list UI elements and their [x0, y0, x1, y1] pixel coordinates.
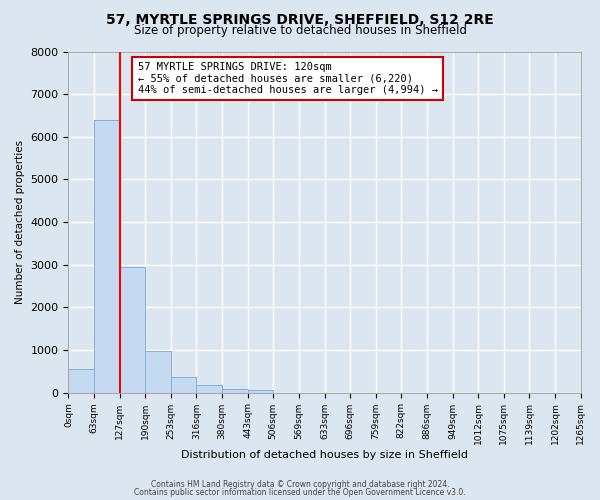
- Bar: [196, 386, 222, 392]
- X-axis label: Distribution of detached houses by size in Sheffield: Distribution of detached houses by size …: [181, 450, 468, 460]
- Y-axis label: Number of detached properties: Number of detached properties: [15, 140, 25, 304]
- Bar: [222, 389, 248, 392]
- Bar: [94, 120, 120, 392]
- Bar: [68, 368, 94, 392]
- Text: 57 MYRTLE SPRINGS DRIVE: 120sqm
← 55% of detached houses are smaller (6,220)
44%: 57 MYRTLE SPRINGS DRIVE: 120sqm ← 55% of…: [137, 62, 437, 95]
- Bar: [248, 390, 273, 392]
- Text: Contains public sector information licensed under the Open Government Licence v3: Contains public sector information licen…: [134, 488, 466, 497]
- Text: Size of property relative to detached houses in Sheffield: Size of property relative to detached ho…: [133, 24, 467, 37]
- Text: 57, MYRTLE SPRINGS DRIVE, SHEFFIELD, S12 2RE: 57, MYRTLE SPRINGS DRIVE, SHEFFIELD, S12…: [106, 12, 494, 26]
- Bar: [145, 351, 171, 393]
- Text: Contains HM Land Registry data © Crown copyright and database right 2024.: Contains HM Land Registry data © Crown c…: [151, 480, 449, 489]
- Bar: [171, 377, 196, 392]
- Bar: [120, 267, 145, 392]
